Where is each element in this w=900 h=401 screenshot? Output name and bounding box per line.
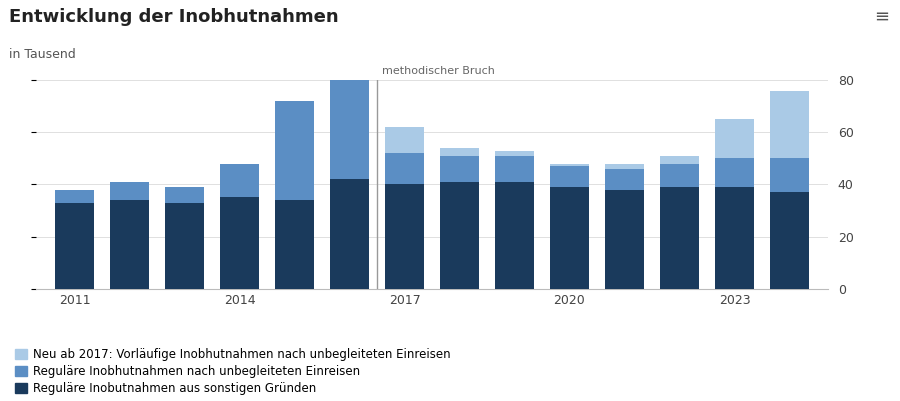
Text: methodischer Bruch: methodischer Bruch: [382, 66, 494, 76]
Bar: [661, 156, 698, 164]
Bar: [275, 200, 314, 289]
Bar: [770, 158, 809, 192]
Bar: [166, 187, 203, 203]
Bar: [330, 59, 369, 179]
Bar: [275, 101, 314, 200]
Bar: [770, 192, 809, 289]
Bar: [385, 184, 424, 289]
Bar: [166, 203, 203, 289]
Bar: [605, 164, 644, 169]
Text: in Tausend: in Tausend: [9, 48, 76, 61]
Bar: [55, 203, 94, 289]
Bar: [110, 182, 148, 200]
Bar: [495, 156, 534, 182]
Bar: [385, 153, 424, 184]
Bar: [55, 190, 94, 203]
Legend: Neu ab 2017: Vorläufige Inobhutnahmen nach unbegleiteten Einreisen, Reguläre Ino: Neu ab 2017: Vorläufige Inobhutnahmen na…: [15, 348, 450, 395]
Bar: [495, 151, 534, 156]
Bar: [220, 198, 259, 289]
Text: Entwicklung der Inobhutnahmen: Entwicklung der Inobhutnahmen: [9, 8, 338, 26]
Bar: [110, 200, 148, 289]
Bar: [440, 156, 479, 182]
Text: ≡: ≡: [874, 8, 889, 26]
Bar: [716, 187, 754, 289]
Bar: [770, 91, 809, 158]
Bar: [330, 179, 369, 289]
Bar: [440, 148, 479, 156]
Bar: [716, 119, 754, 158]
Bar: [661, 187, 698, 289]
Bar: [661, 164, 698, 187]
Bar: [605, 190, 644, 289]
Bar: [550, 187, 589, 289]
Bar: [550, 164, 589, 166]
Bar: [220, 164, 259, 198]
Bar: [495, 182, 534, 289]
Bar: [385, 127, 424, 153]
Bar: [550, 166, 589, 187]
Bar: [716, 158, 754, 187]
Bar: [440, 182, 479, 289]
Bar: [605, 169, 644, 190]
